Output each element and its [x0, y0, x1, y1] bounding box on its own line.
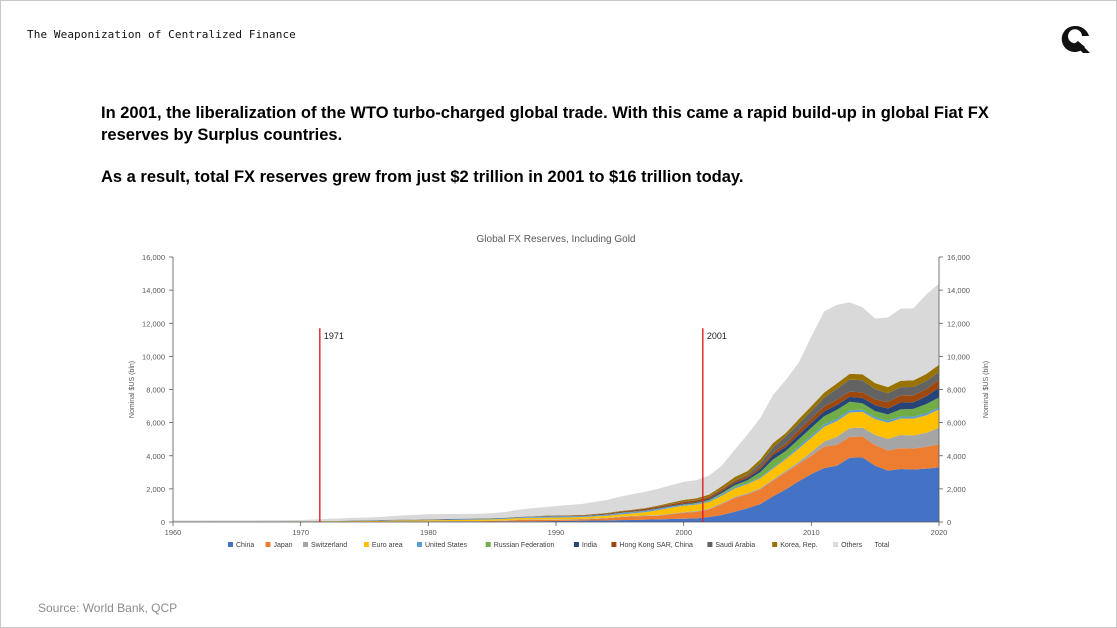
- x-tick-label: 1970: [292, 528, 309, 537]
- legend-label-others: Others: [841, 542, 863, 549]
- y-tick-label-left: 2,000: [146, 485, 165, 494]
- y-tick-label-right: 14,000: [947, 286, 970, 295]
- qcp-logo-icon: [1056, 22, 1094, 56]
- y-tick-label-right: 12,000: [947, 319, 970, 328]
- y-axis-label-right: Nominal $US (bln): [983, 361, 990, 418]
- series-area-saudi-arabia: [173, 372, 939, 522]
- y-tick-label-right: 10,000: [947, 352, 970, 361]
- legend-label-india: India: [582, 542, 597, 549]
- headline-paragraph-1: In 2001, the liberalization of the WTO t…: [101, 104, 989, 144]
- y-tick-label-left: 12,000: [142, 319, 165, 328]
- legend-label-euro-area: Euro area: [372, 542, 403, 549]
- y-tick-label-right: 8,000: [947, 386, 966, 395]
- legend-label-united-states: United States: [425, 542, 468, 549]
- legend-swatch-japan: [265, 542, 271, 547]
- legend-label-saudi-arabia: Saudi Arabia: [715, 542, 755, 549]
- y-tick-label-left: 6,000: [146, 419, 165, 428]
- legend-swatch-hong-kong-sar-china: [611, 542, 617, 547]
- y-tick-label-left: 16,000: [142, 253, 165, 262]
- annotation-label-1971: 1971: [324, 331, 344, 341]
- legend-label-china: China: [236, 542, 254, 549]
- legend-label-japan: Japan: [274, 542, 293, 549]
- y-tick-label-left: 10,000: [142, 352, 165, 361]
- headline-paragraph-2: As a result, total FX reserves grew from…: [101, 168, 744, 186]
- y-tick-label-left: 0: [161, 518, 165, 527]
- source-note: Source: World Bank, QCP: [38, 601, 178, 615]
- y-tick-label-left: 4,000: [146, 452, 165, 461]
- x-tick-label: 1960: [165, 528, 182, 537]
- headline: In 2001, the liberalization of the WTO t…: [101, 102, 1041, 188]
- series-area-hong-kong-sar-china: [173, 379, 939, 522]
- legend-swatch-united-states: [417, 542, 422, 547]
- x-tick-label: 1980: [420, 528, 437, 537]
- chart-title: Global FX Reserves, Including Gold: [477, 234, 636, 245]
- legend-swatch-saudi-arabia: [707, 542, 713, 547]
- y-tick-label-left: 14,000: [142, 286, 165, 295]
- series-area-china: [173, 457, 939, 522]
- annotation-label-2001: 2001: [707, 331, 727, 341]
- y-tick-label-right: 4,000: [947, 452, 966, 461]
- legend-swatch-switzerland: [303, 542, 308, 547]
- document-title: The Weaponization of Centralized Finance: [27, 28, 296, 41]
- series-area-india: [173, 387, 939, 522]
- legend-label-total: Total: [875, 542, 890, 549]
- y-tick-label-right: 0: [947, 518, 951, 527]
- fx-reserves-chart: Global FX Reserves, Including Gold 0 0 2,00…: [124, 225, 994, 560]
- legend-label-hong-kong-sar-china: Hong Kong SAR, China: [619, 542, 693, 549]
- y-axis-label-left: Nominal $US (bln): [129, 361, 136, 418]
- series-area-euro-area: [173, 409, 939, 522]
- legend-swatch-china: [228, 542, 233, 547]
- chart-svg: Global FX Reserves, Including Gold 0 0 2,00…: [129, 234, 990, 549]
- legend-swatch-russian-federation: [485, 542, 491, 547]
- legend-swatch-euro-area: [363, 542, 369, 547]
- legend-label-switzerland: Switzerland: [311, 542, 347, 549]
- x-tick-label: 1990: [548, 528, 565, 537]
- legend-swatch-others: [833, 542, 839, 547]
- y-tick-label-right: 2,000: [947, 485, 966, 494]
- x-tick-label: 2020: [931, 528, 948, 537]
- y-tick-label-left: 8,000: [146, 386, 165, 395]
- legend-swatch-korea-rep-: [772, 542, 778, 547]
- series-area-japan: [173, 436, 939, 522]
- x-tick-label: 2010: [803, 528, 820, 537]
- y-tick-label-right: 6,000: [947, 419, 966, 428]
- legend-label-korea-rep-: Korea, Rep.: [780, 542, 817, 549]
- legend-swatch-india: [573, 542, 579, 547]
- series-area-others: [173, 283, 939, 522]
- legend-label-russian-federation: Russian Federation: [494, 542, 555, 549]
- x-tick-label: 2000: [675, 528, 692, 537]
- y-tick-label-right: 16,000: [947, 253, 970, 262]
